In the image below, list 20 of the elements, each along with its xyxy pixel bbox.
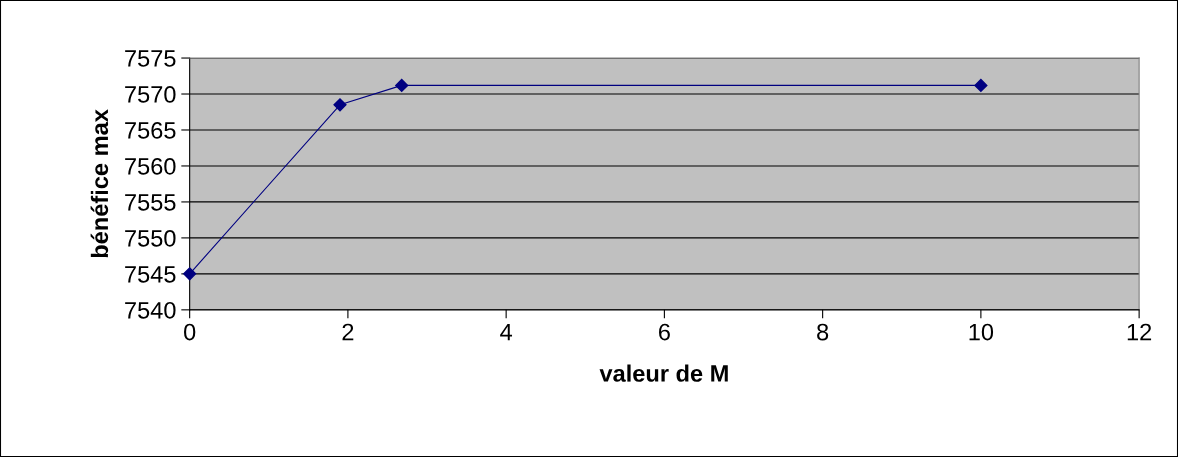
y-axis-title: bénéfice max <box>90 109 109 258</box>
y-tick-label: 7560 <box>125 158 176 175</box>
y-tick-label: 7570 <box>125 86 176 103</box>
y-tick-label: 7555 <box>125 194 176 211</box>
y-tick-label: 7575 <box>125 50 176 67</box>
x-tick-label: 4 <box>500 323 513 341</box>
y-tick-label: 7550 <box>125 229 176 247</box>
x-tick-label: 10 <box>969 323 994 341</box>
x-tick-label: 8 <box>817 323 829 341</box>
x-axis-title: valeur de M <box>599 364 728 382</box>
y-tick-label: 7565 <box>125 122 176 139</box>
point <box>333 98 347 112</box>
y-tick-label: 7540 <box>125 301 176 319</box>
x-tick-label: 2 <box>342 323 354 341</box>
x-tick-label: 6 <box>659 323 670 341</box>
point <box>974 78 988 92</box>
x-tick-label: 0 <box>184 323 196 341</box>
y-tick-label: 7545 <box>125 266 176 283</box>
point <box>395 78 409 92</box>
x-tick-label: 12 <box>1127 323 1152 341</box>
